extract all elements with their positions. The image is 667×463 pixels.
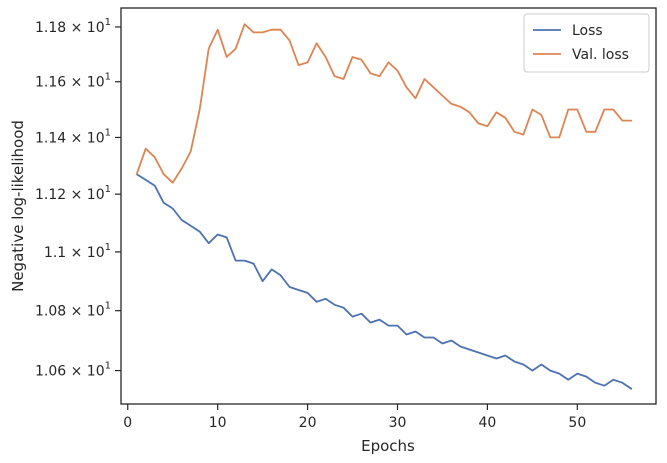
y-tick-label: 1.14 × 101 — [35, 127, 111, 146]
plot-frame — [120, 7, 657, 405]
legend: Loss Val. loss — [523, 13, 650, 73]
x-tick-label: 50 — [568, 415, 586, 431]
y-tick-label: 1.1 × 101 — [44, 242, 111, 261]
x-tick-label: 30 — [389, 415, 407, 431]
series-line-val-loss — [135, 23, 633, 184]
x-tick-label: 20 — [299, 415, 317, 431]
series-line-loss — [135, 173, 633, 390]
x-tick-label: 40 — [478, 415, 496, 431]
y-tick-label: 1.08 × 101 — [35, 301, 111, 320]
y-axis: 1.06 × 101 1.08 × 101 1.1 × 101 1.12 × 101 1… — [35, 17, 121, 380]
x-tick-label: 0 — [123, 415, 132, 431]
y-tick-label: 1.12 × 101 — [35, 184, 111, 203]
y-tick-label: 1.06 × 101 — [35, 361, 111, 380]
x-axis: 0 10 20 30 40 50 — [123, 404, 586, 431]
x-tick-label: 10 — [209, 415, 227, 431]
plot-series — [135, 23, 633, 390]
y-tick-label: 1.16 × 101 — [35, 72, 111, 91]
x-axis-label: Epochs — [361, 437, 415, 455]
legend-label-loss: Loss — [572, 23, 603, 39]
legend-frame — [523, 13, 650, 73]
y-tick-label: 1.18 × 101 — [35, 17, 111, 36]
legend-label-val-loss: Val. loss — [572, 47, 629, 63]
y-axis-label: Negative log-likelihood — [9, 120, 27, 292]
